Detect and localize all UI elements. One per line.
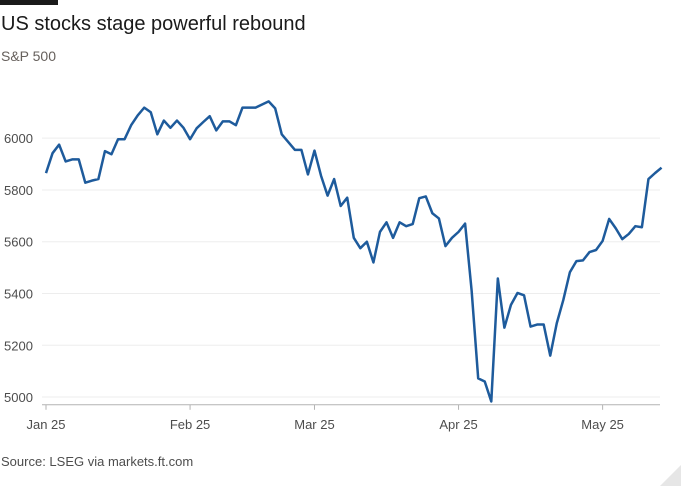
chart-title: US stocks stage powerful rebound bbox=[1, 13, 306, 35]
line-series bbox=[44, 100, 663, 403]
y-tick-label: 5400 bbox=[4, 286, 33, 301]
source: Source: LSEG via markets.ft.com bbox=[1, 454, 193, 469]
chart-subtitle: S&P 500 bbox=[1, 48, 56, 64]
x-tick-label: Apr 25 bbox=[439, 417, 477, 432]
y-tick-label: 6000 bbox=[4, 131, 33, 146]
corner-fold bbox=[660, 465, 681, 486]
y-tick-label: 5800 bbox=[4, 183, 33, 198]
x-tick-label: Mar 25 bbox=[294, 417, 334, 432]
y-tick-label: 5200 bbox=[4, 338, 33, 353]
x-tick-label: Feb 25 bbox=[170, 417, 210, 432]
brand-bar bbox=[0, 0, 58, 5]
x-tick-label: Jan 25 bbox=[26, 417, 65, 432]
y-tick-label: 5600 bbox=[4, 235, 33, 250]
y-tick-label: 5000 bbox=[4, 390, 33, 405]
x-tick-label: May 25 bbox=[581, 417, 624, 432]
